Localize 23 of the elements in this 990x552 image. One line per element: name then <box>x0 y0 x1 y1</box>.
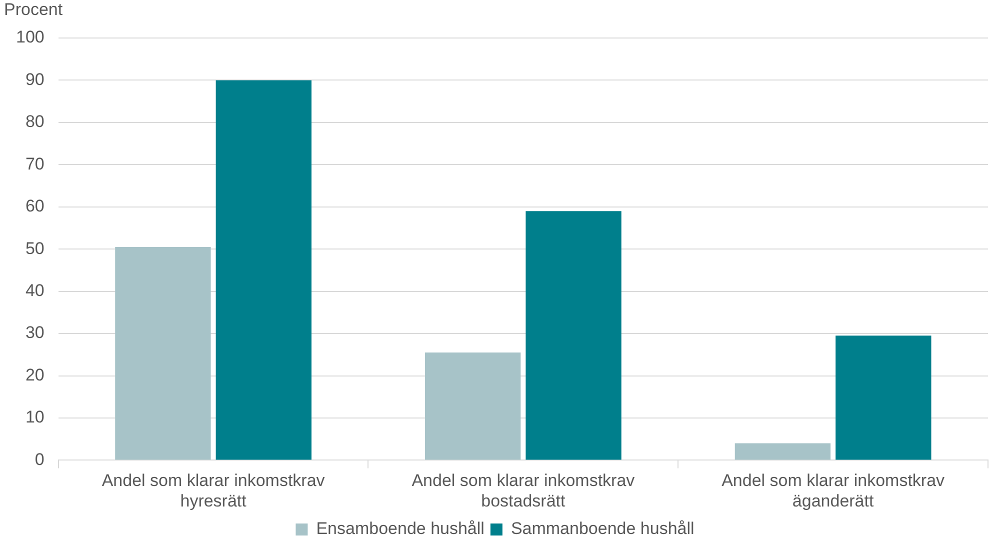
x-tick-label: Andel som klarar inkomstkrav äganderätt <box>722 471 946 510</box>
y-tick-label: 100 <box>16 28 44 47</box>
legend-label: Ensamboende hushåll <box>316 519 484 538</box>
bar <box>734 443 831 460</box>
y-tick-label: 80 <box>25 112 44 132</box>
bar <box>836 336 932 460</box>
x-tick-label: Andel som klarar inkomstkrav hyresrätt <box>102 471 326 510</box>
y-tick-label: 20 <box>25 365 44 384</box>
y-tick-label: 70 <box>25 154 44 174</box>
legend-label: Sammanboende hushåll <box>510 519 694 538</box>
y-tick-label: 40 <box>25 281 44 300</box>
bar <box>526 211 622 460</box>
y-axis-title: Procent <box>4 0 63 20</box>
bar <box>115 246 211 460</box>
bar <box>424 352 521 460</box>
y-tick-label: 60 <box>25 196 44 216</box>
y-tick-label: 30 <box>25 323 44 342</box>
y-tick-label: 0 <box>34 450 44 469</box>
y-tick-label: 90 <box>25 70 44 89</box>
y-tick-label: 50 <box>25 238 44 258</box>
bar <box>216 80 312 460</box>
x-tick-label: Andel som klarar inkomstkrav bostadsrätt <box>412 471 636 510</box>
y-tick-label: 10 <box>25 408 44 427</box>
